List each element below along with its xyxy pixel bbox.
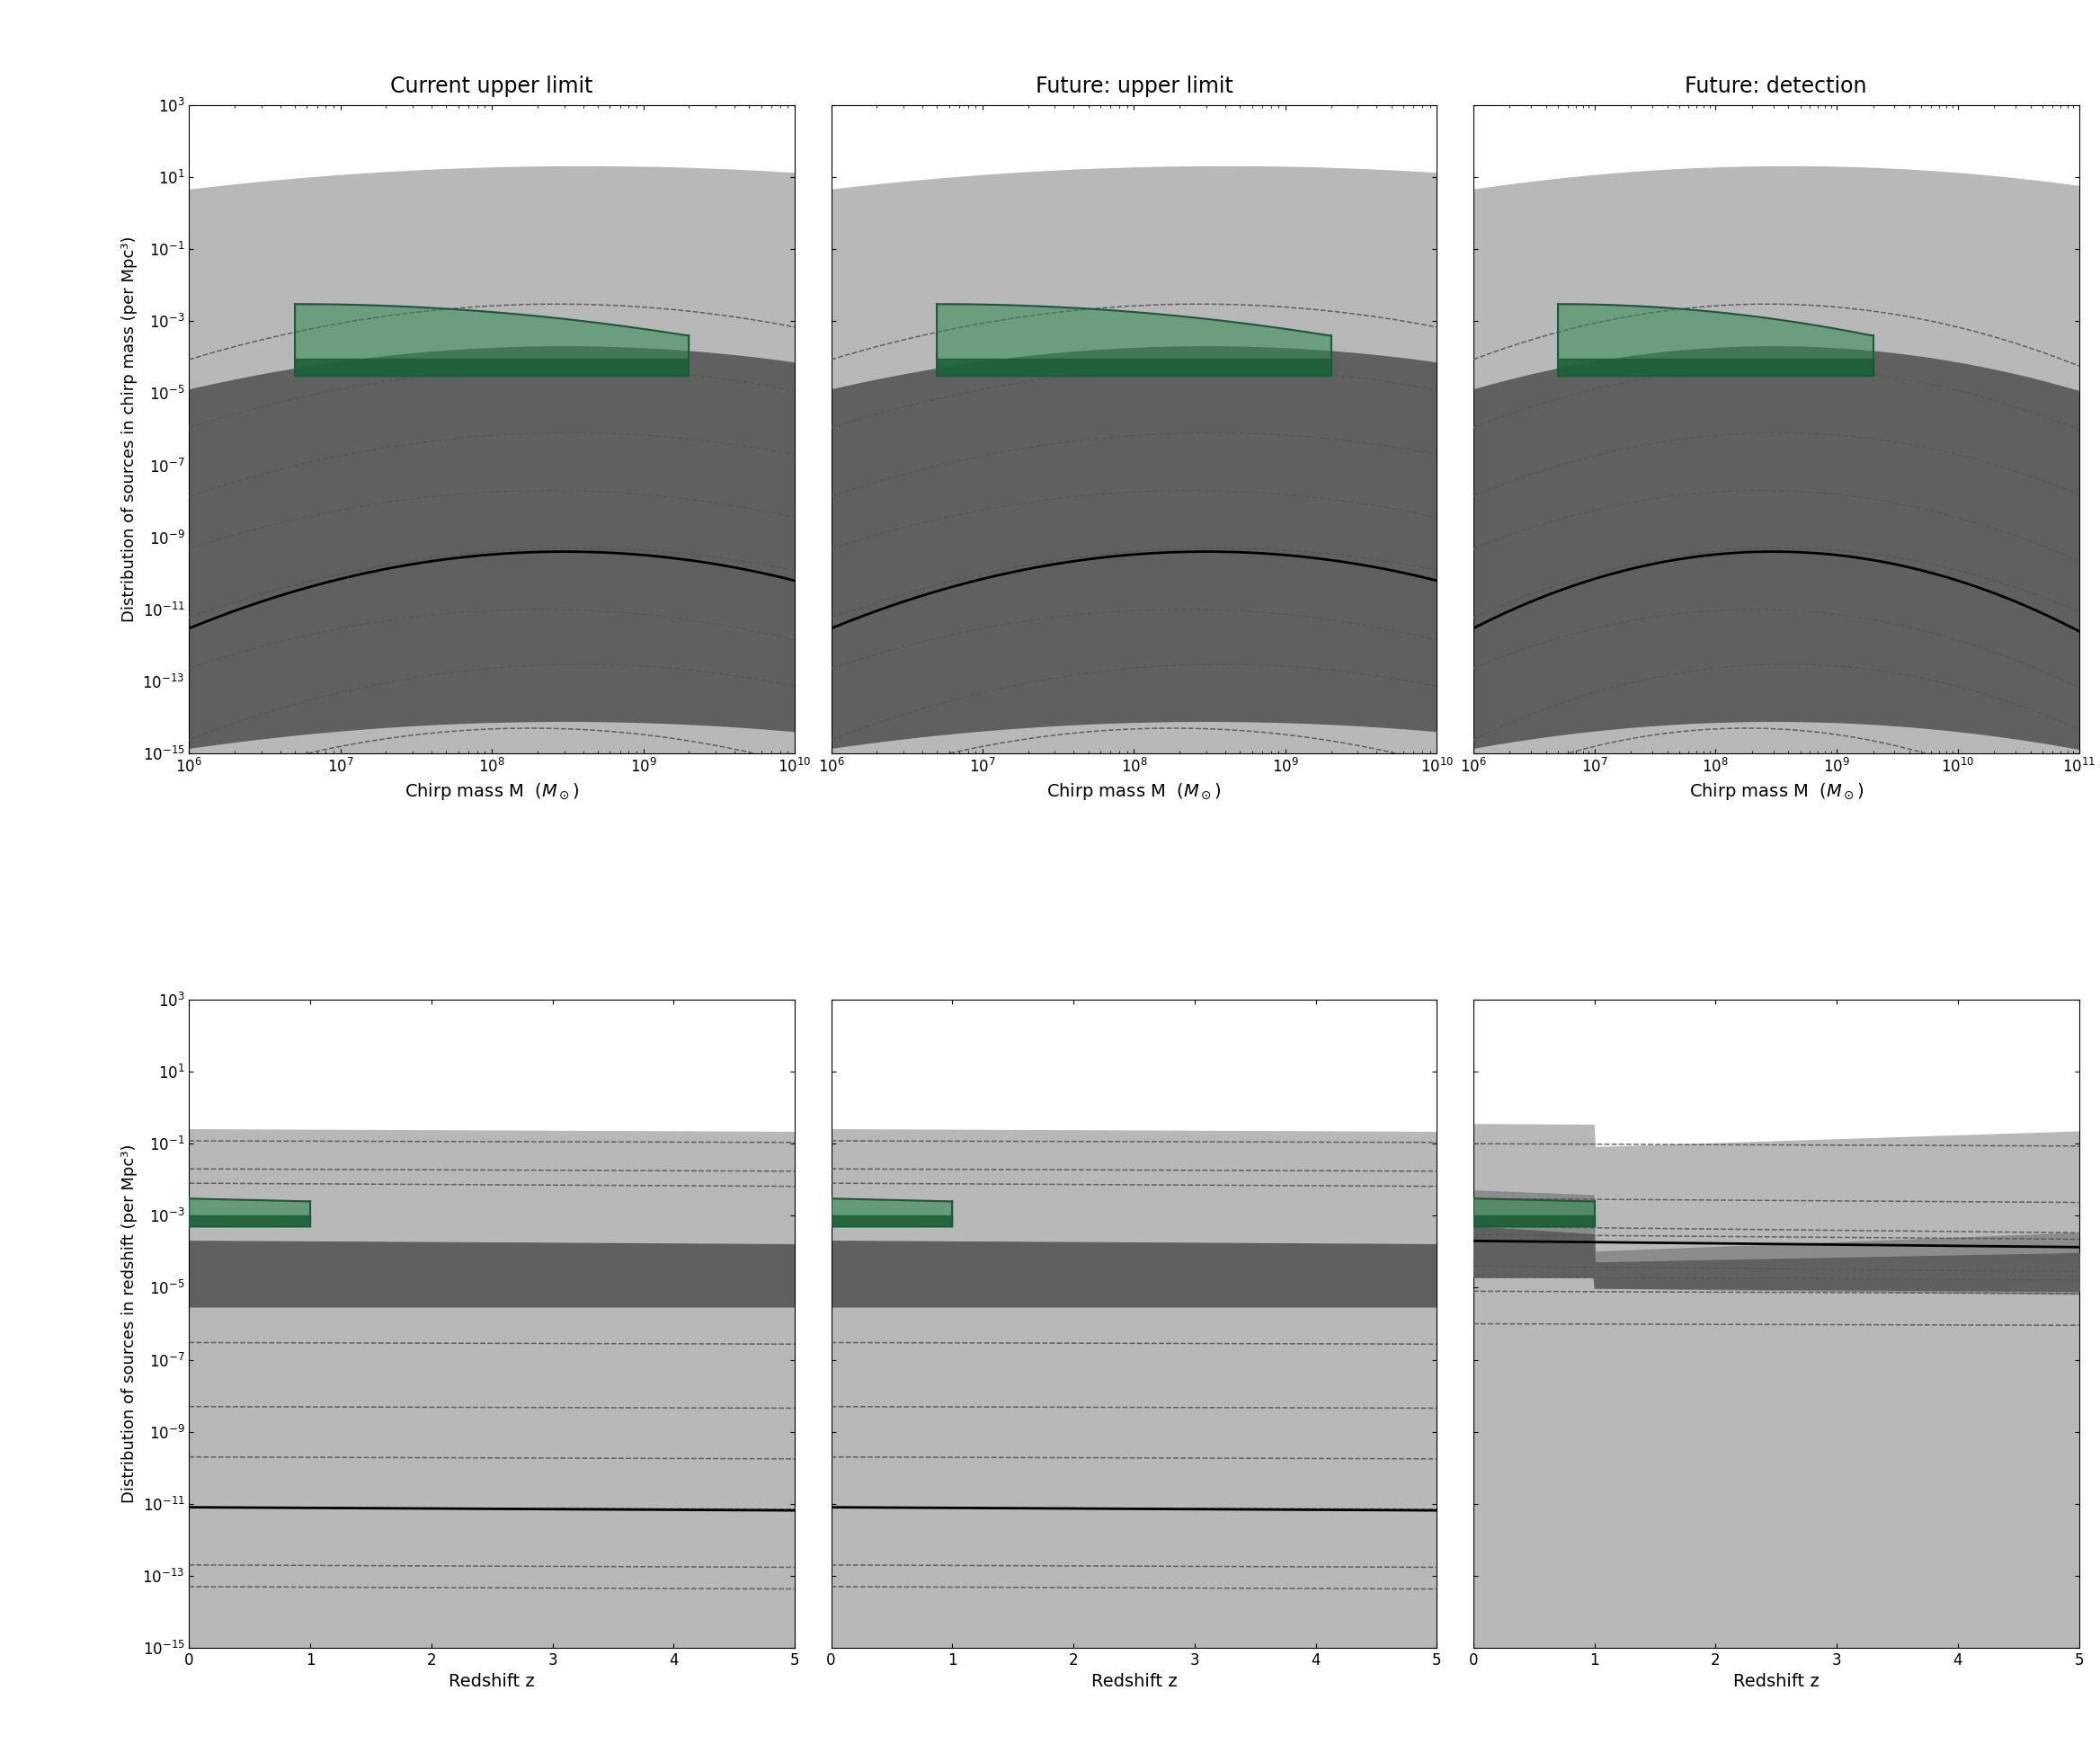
X-axis label: Redshift z: Redshift z <box>1732 1674 1819 1690</box>
X-axis label: Chirp mass M  ($M_\odot$): Chirp mass M ($M_\odot$) <box>405 780 580 801</box>
Y-axis label: Distribution of sources in chirp mass (per Mpc³): Distribution of sources in chirp mass (p… <box>122 237 136 622</box>
Title: Future: upper limit: Future: upper limit <box>1035 75 1233 96</box>
X-axis label: Chirp mass M  ($M_\odot$): Chirp mass M ($M_\odot$) <box>1688 780 1863 801</box>
Title: Current upper limit: Current upper limit <box>391 75 592 96</box>
X-axis label: Redshift z: Redshift z <box>1092 1674 1176 1690</box>
Title: Future: detection: Future: detection <box>1684 75 1867 96</box>
X-axis label: Redshift z: Redshift z <box>449 1674 536 1690</box>
X-axis label: Chirp mass M  ($M_\odot$): Chirp mass M ($M_\odot$) <box>1046 780 1222 801</box>
Y-axis label: Distribution of sources in redshift (per Mpc³): Distribution of sources in redshift (per… <box>122 1145 136 1504</box>
